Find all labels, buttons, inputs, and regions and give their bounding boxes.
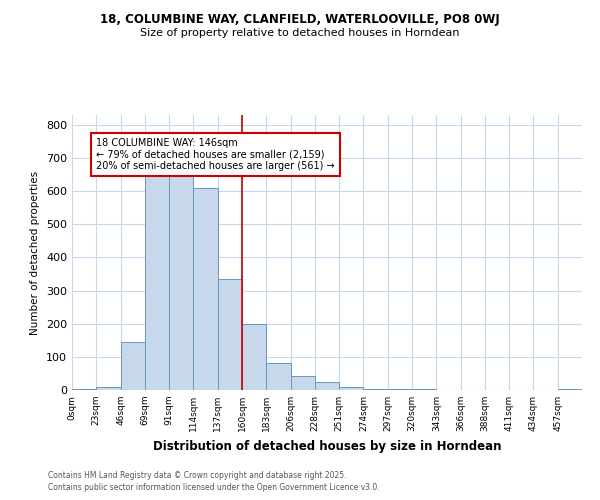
Bar	[193, 188, 218, 390]
Bar	[96, 388, 121, 390]
Bar	[364, 389, 388, 390]
Text: Contains public sector information licensed under the Open Government Licence v3: Contains public sector information licen…	[48, 483, 380, 492]
X-axis label: Distribution of detached houses by size in Horndean: Distribution of detached houses by size …	[153, 440, 501, 452]
Bar	[266, 363, 290, 390]
Bar	[218, 279, 242, 390]
Y-axis label: Number of detached properties: Number of detached properties	[31, 170, 40, 334]
Bar	[169, 176, 193, 390]
Text: Contains HM Land Registry data © Crown copyright and database right 2025.: Contains HM Land Registry data © Crown c…	[48, 470, 347, 480]
Text: Size of property relative to detached houses in Horndean: Size of property relative to detached ho…	[140, 28, 460, 38]
Bar	[145, 176, 169, 390]
Bar	[72, 389, 96, 390]
Bar	[242, 324, 266, 390]
Bar	[339, 386, 364, 390]
Bar	[290, 376, 315, 390]
Bar	[315, 382, 339, 390]
Text: 18, COLUMBINE WAY, CLANFIELD, WATERLOOVILLE, PO8 0WJ: 18, COLUMBINE WAY, CLANFIELD, WATERLOOVI…	[100, 12, 500, 26]
Bar	[121, 342, 145, 390]
Text: 18 COLUMBINE WAY: 146sqm
← 79% of detached houses are smaller (2,159)
20% of sem: 18 COLUMBINE WAY: 146sqm ← 79% of detach…	[96, 138, 335, 172]
